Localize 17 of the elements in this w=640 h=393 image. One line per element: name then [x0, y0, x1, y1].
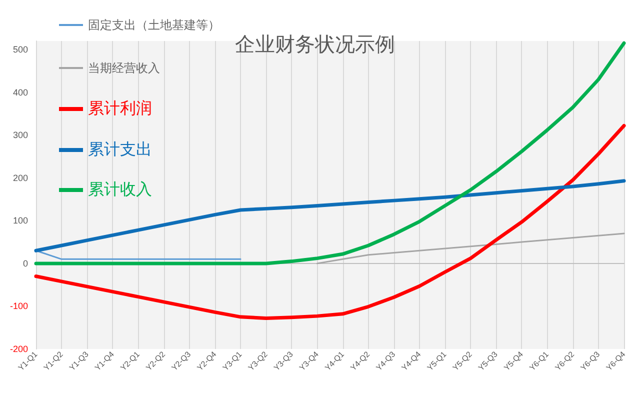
y-tick-label: 0 [22, 258, 28, 268]
y-tick-label: 400 [12, 87, 28, 98]
legend-label: 累计支出 [88, 140, 152, 158]
y-tick-label: 100 [12, 216, 28, 226]
y-tick-label: 500 [12, 44, 28, 55]
legend-label: 固定支出（土地基建等） [88, 18, 220, 32]
y-tick-label: 300 [12, 130, 28, 140]
legend-label: 累计收入 [88, 180, 152, 198]
y-tick-label: 200 [12, 172, 28, 183]
line-series [34, 124, 626, 320]
legend-label: 当期经营收入 [88, 61, 160, 75]
chart-title: 企业财务状况示例 [235, 34, 395, 56]
line-series [316, 232, 625, 264]
y-tick-label: -200 [10, 344, 28, 354]
y-tick-label: -100 [10, 301, 28, 312]
line-series [34, 179, 626, 252]
legend-label: 累计利润 [88, 100, 152, 118]
